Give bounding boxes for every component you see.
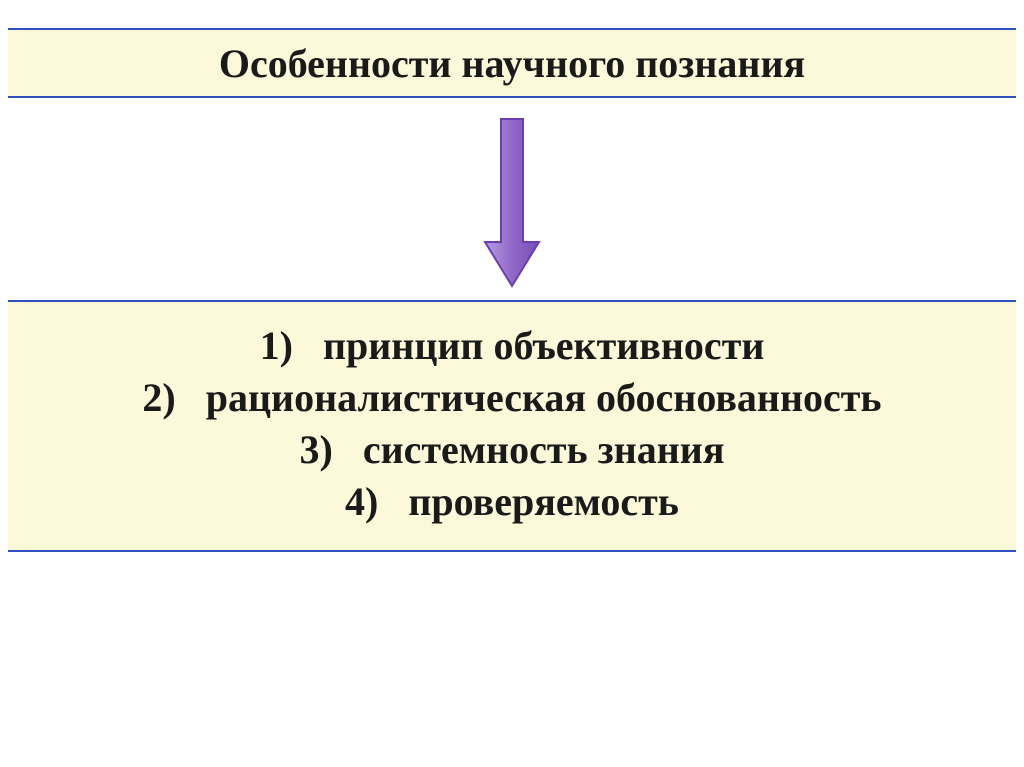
item-text: системность знания [363, 427, 725, 472]
list-item: 4) проверяемость [345, 476, 679, 528]
list-item: 3) системность знания [300, 424, 725, 476]
item-text: принцип объективности [323, 323, 764, 368]
item-number: 3) [300, 427, 333, 472]
item-text: рационалистическая обоснованность [206, 375, 882, 420]
item-text: проверяемость [408, 479, 679, 524]
list-item: 1) принцип объективности [260, 320, 765, 372]
arrow-down-icon [482, 115, 542, 290]
item-number: 4) [345, 479, 378, 524]
title-text: Особенности научного познания [219, 40, 805, 87]
list-item: 2) рационалистическая обоснованность [142, 372, 881, 424]
content-box: 1) принцип объективности 2) рационалисти… [8, 300, 1016, 552]
item-number: 1) [260, 323, 293, 368]
title-box: Особенности научного познания [8, 28, 1016, 98]
item-number: 2) [142, 375, 175, 420]
